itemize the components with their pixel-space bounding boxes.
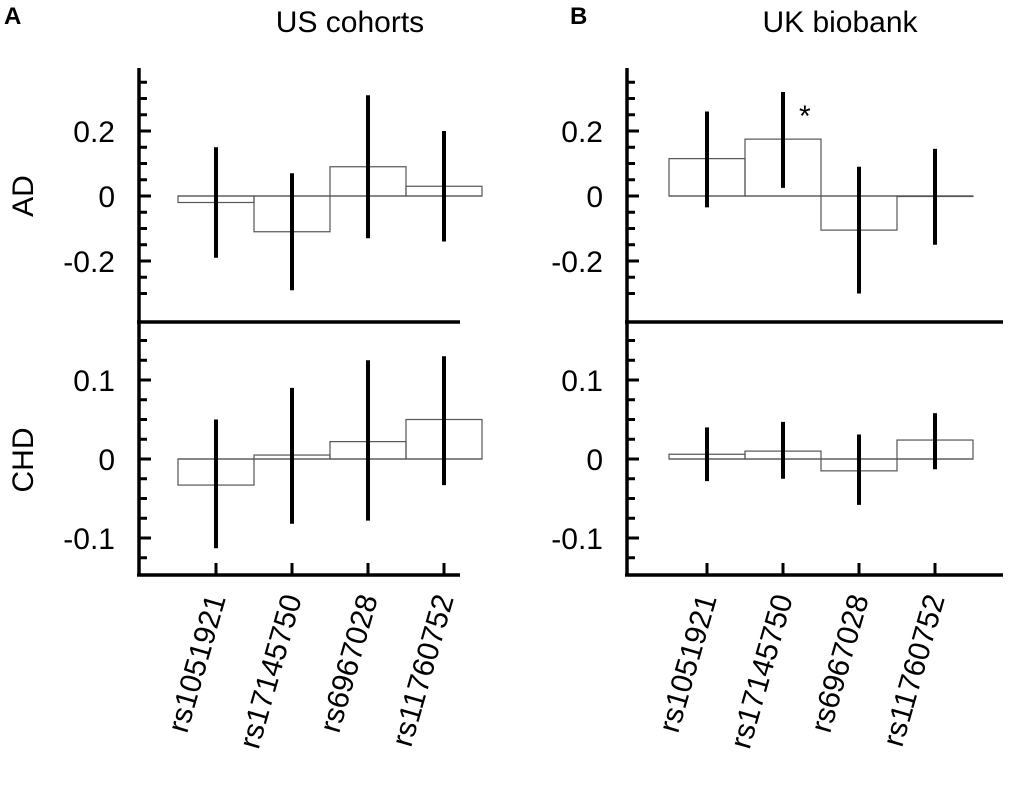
category-label: rs1051921: [162, 591, 233, 736]
plot-ad-uk: 0.2 0 -0.2 *: [551, 80, 974, 295]
y-tick-label: -0.1: [551, 523, 603, 556]
category-label: rs17145750: [724, 591, 799, 752]
y-tick-label: 0.1: [73, 365, 115, 398]
y-tick-label: 0: [586, 444, 603, 477]
category-labels-b: rs1051921 rs17145750 rs6967028 rs11760752: [653, 591, 952, 752]
y-tick-label: 0.2: [561, 116, 603, 149]
y-tick-label: 0.1: [561, 365, 603, 398]
significance-marker: *: [799, 100, 811, 133]
category-label: rs17145750: [233, 591, 308, 752]
category-label: rs6967028: [314, 591, 385, 736]
y-tick-label: 0: [586, 181, 603, 214]
y-tick-label: 0: [98, 181, 115, 214]
y-tick-label: -0.2: [63, 246, 115, 279]
category-label: rs6967028: [805, 591, 876, 736]
plot-chd-uk: 0.1 0 -0.1: [551, 339, 974, 575]
axes: [137, 68, 1003, 577]
y-tick-label: -0.1: [63, 523, 115, 556]
y-tick-label: 0.2: [73, 116, 115, 149]
row-label-ad: AD: [7, 175, 40, 217]
panel-title-a: US cohorts: [276, 6, 424, 39]
plot-ad-us: 0.2 0 -0.2: [63, 80, 483, 295]
category-labels-a: rs1051921 rs17145750 rs6967028 rs11760752: [162, 591, 461, 752]
panel-letter-a: A: [4, 3, 21, 30]
panel-letter-b: B: [570, 3, 587, 30]
y-tick-label: -0.2: [551, 246, 603, 279]
category-label: rs11760752: [877, 591, 952, 750]
panel-title-b: UK biobank: [762, 6, 918, 39]
y-tick-label: 0: [98, 444, 115, 477]
plot-chd-us: 0.1 0 -0.1: [63, 339, 483, 575]
category-label: rs1051921: [653, 591, 724, 736]
category-label: rs11760752: [386, 591, 461, 750]
row-label-chd: CHD: [7, 428, 40, 493]
